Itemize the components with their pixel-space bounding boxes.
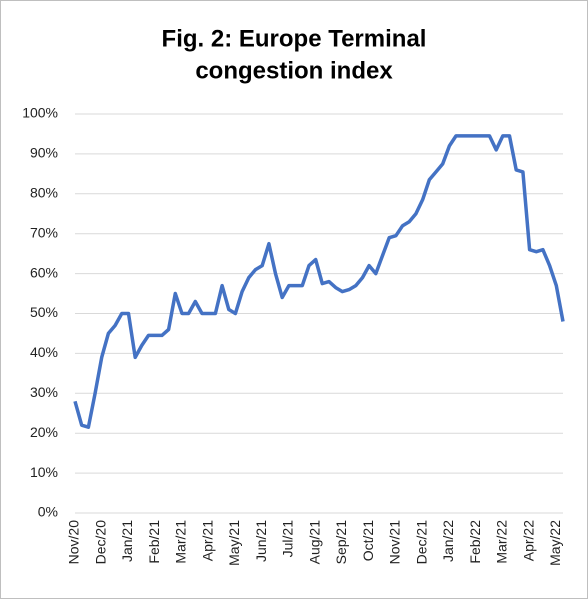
chart-subtitle: congestion index [195, 57, 393, 84]
y-tick-label: 70% [30, 224, 58, 240]
x-tick-label: Jan/21 [119, 520, 135, 562]
x-tick-label: Nov/21 [387, 520, 403, 565]
y-tick-label: 10% [30, 464, 58, 480]
data-line [73, 134, 565, 429]
x-tick-label: Feb/22 [467, 520, 483, 564]
chart-title: Fig. 2: Europe Terminal [162, 25, 427, 52]
y-tick-label: 0% [38, 504, 58, 520]
x-tick-label: Feb/21 [146, 520, 162, 564]
x-tick-label: Aug/21 [306, 520, 322, 565]
x-tick-label: Sep/21 [333, 520, 349, 565]
x-tick-label: Mar/21 [173, 520, 189, 564]
y-tick-label: 100% [22, 105, 58, 121]
y-tick-label: 40% [30, 344, 58, 360]
y-tick-label: 80% [30, 185, 58, 201]
y-tick-label: 50% [30, 304, 58, 320]
x-tick-label: May/22 [547, 520, 563, 566]
x-tick-label: Dec/21 [413, 520, 429, 565]
x-tick-label: Apr/21 [199, 520, 215, 561]
y-tick-label: 30% [30, 384, 58, 400]
x-tick-label: Nov/20 [66, 520, 82, 565]
x-tick-label: Jan/22 [440, 520, 456, 562]
x-tick-label: Apr/22 [520, 520, 536, 561]
x-tick-label: May/21 [226, 520, 242, 566]
x-tick-label: Oct/21 [360, 520, 376, 561]
y-tick-label: 90% [30, 145, 58, 161]
x-tick-label: Jun/21 [253, 520, 269, 562]
x-tick-label: Mar/22 [494, 520, 510, 564]
x-tick-label: Dec/20 [92, 520, 108, 565]
y-tick-label: 20% [30, 424, 58, 440]
x-tick-label: Jul/21 [280, 520, 296, 558]
y-tick-label: 60% [30, 264, 58, 280]
